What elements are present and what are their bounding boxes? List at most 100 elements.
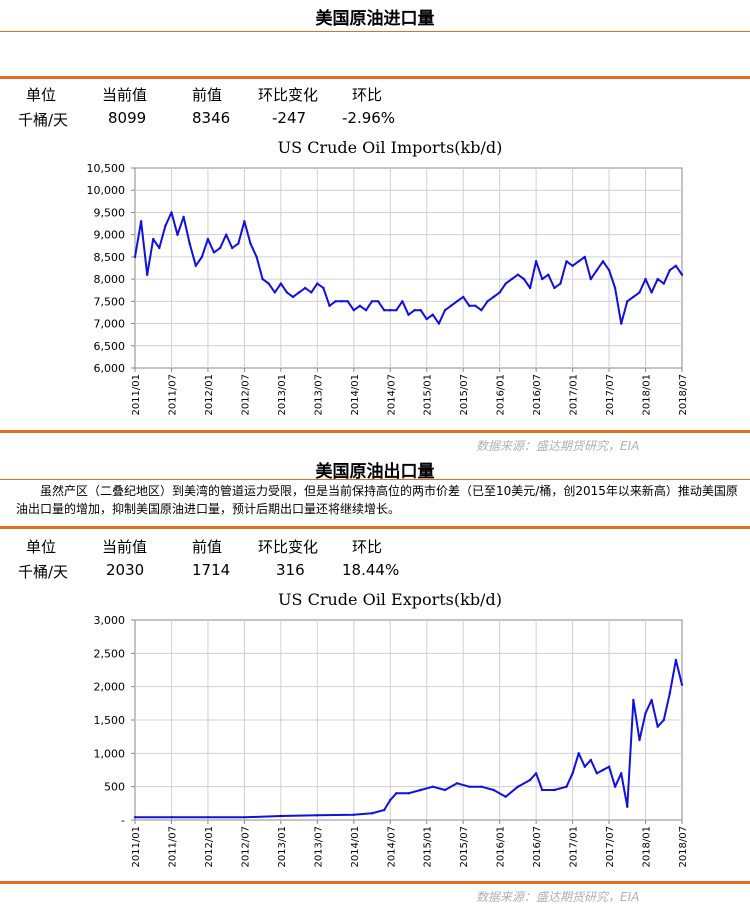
data-point [504,282,507,285]
data-point [334,300,337,303]
y-tick-label: 9,500 [94,206,126,219]
data-point [267,282,270,285]
y-tick-label: 500 [104,781,125,794]
value-unit: 千桶/天 [18,563,69,581]
data-point [310,291,313,294]
value-current: 2030 [106,561,145,579]
data-point [146,273,149,276]
data-point [589,277,592,281]
data-point [674,264,678,267]
x-tick-label: 2014/01 [350,374,361,416]
header-pct: 环比 [352,86,383,104]
data-point [668,269,671,272]
data-point [583,765,586,768]
y-tick-label: 8,000 [94,273,126,286]
data-point [462,295,465,299]
x-tick-label: 2017/07 [605,374,616,416]
data-point [425,317,428,321]
data-point [285,291,289,294]
data-point [632,295,635,299]
data-point [212,251,216,254]
data-point [231,246,234,250]
data-point [364,309,368,312]
data-point [176,233,179,236]
data-point [674,658,678,662]
data-point [383,309,386,312]
x-tick-label: 2011/01 [131,826,142,868]
data-point [680,273,684,276]
data-point [504,795,507,798]
y-tick-label: 2,500 [94,647,126,660]
x-tick-label: 2011/07 [167,826,178,868]
data-point [577,260,580,263]
x-tick-label: 2013/01 [277,826,288,868]
data-point [370,300,374,303]
x-tick-label: 2012/01 [204,826,215,868]
data-point [632,698,635,702]
data-point [407,792,410,795]
data-point [316,282,319,285]
header-current: 当前值 [102,538,148,556]
x-tick-label: 2014/07 [386,826,397,868]
y-tick-label: 10,000 [87,184,126,197]
data-point [626,805,629,808]
x-tick-label: 2016/01 [496,826,507,868]
data-point [474,304,477,307]
header-previous: 前值 [192,538,223,556]
data-point [662,718,665,722]
exports-section-title: 美国原油出口量 [315,462,435,482]
data-point [249,242,252,245]
data-point [401,300,404,303]
data-point [133,255,137,259]
x-tick-label: 2016/07 [532,374,543,416]
x-tick-label: 2016/07 [532,826,543,868]
data-point [565,785,568,788]
data-point [541,277,544,281]
x-tick-label: 2017/01 [569,374,580,416]
data-point [419,788,422,792]
x-tick-label: 2015/07 [459,374,470,416]
data-point [243,220,246,223]
x-tick-label: 2018/01 [642,826,653,868]
data-point [225,233,228,236]
y-tick-label: 7,500 [94,295,126,308]
imports-section-title: 美国原油进口量 [315,9,435,29]
x-tick-label: 2016/01 [496,374,507,416]
data-point [553,286,556,290]
value-previous: 8346 [192,109,231,127]
data-point [644,712,647,715]
data-point [395,792,398,795]
header-current: 当前值 [102,86,148,104]
data-point [370,812,374,815]
section-divider [0,430,750,433]
x-tick-label: 2011/07 [167,374,178,416]
data-point [680,683,684,686]
imports-chart-title: US Crude Oil Imports(kb/d) [277,138,503,157]
x-tick-label: 2013/07 [313,826,324,868]
data-point [407,313,410,316]
data-point [358,304,362,307]
data-point [237,242,240,245]
data-point [492,295,495,299]
data-point [395,309,398,312]
data-point [626,300,629,303]
x-tick-label: 2014/07 [386,374,397,416]
data-point [668,692,671,695]
data-point [516,273,520,276]
data-point [218,246,222,250]
data-point [279,814,283,818]
data-point [638,291,641,294]
exports-commentary: 虽然产区（二叠纪地区）到美湾的管道运力受限，但是当前保持高位的两市价差（已至10… [16,484,738,516]
exports-chart: - 500 1,000 1,500 2,000 2,500 3,000 2011/01 2011… [94,614,690,868]
data-point [279,282,283,285]
data-point [352,813,355,816]
data-point [322,286,325,290]
x-tick-label: 2014/01 [350,826,361,868]
header-unit: 单位 [26,86,57,104]
data-point [644,277,647,281]
data-point [559,282,562,285]
value-unit: 千桶/天 [18,111,69,129]
data-point [553,788,556,792]
data-point [650,698,653,702]
data-point [346,300,349,303]
